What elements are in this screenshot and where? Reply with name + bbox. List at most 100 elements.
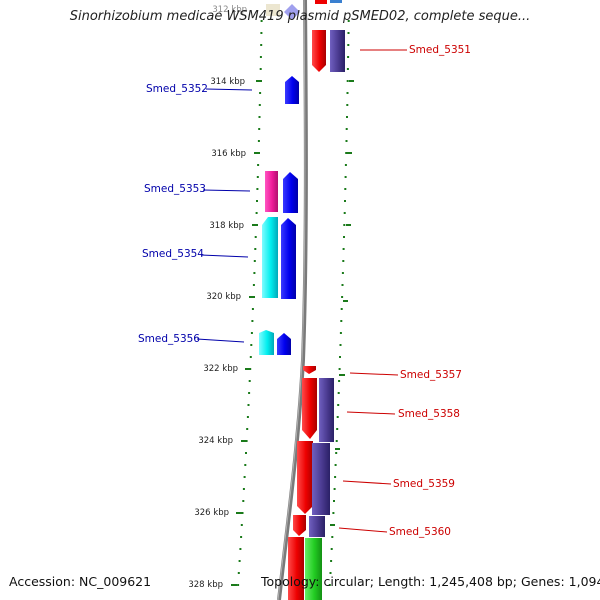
- outer-track-dot: [345, 140, 348, 142]
- outer-track-dot: [341, 272, 344, 274]
- inner-track-dot: [255, 212, 258, 214]
- tick-label-314: 314 kbp: [210, 77, 245, 87]
- inner-track-dot: [246, 416, 249, 418]
- inner-track-dot: [253, 272, 256, 274]
- tick-label-320: 320 kbp: [206, 292, 241, 302]
- leader-smed-5356: [196, 338, 245, 343]
- leader-smed-5359: [342, 480, 392, 485]
- inner-track-dot: [240, 536, 243, 538]
- gene-smed-5353[interactable]: [265, 171, 278, 212]
- gene-smed-5359[interactable]: [297, 441, 313, 514]
- outer-track-dot: [337, 404, 340, 406]
- gene-bottom-green[interactable]: [305, 538, 322, 600]
- inner-track-dot: [242, 500, 245, 502]
- label-smed-5360[interactable]: Smed_5360: [389, 526, 451, 538]
- gene-smed-5360[interactable]: [309, 516, 325, 537]
- gene-smed-5351b[interactable]: [330, 30, 345, 72]
- label-smed-5357[interactable]: Smed_5357: [400, 369, 462, 381]
- inner-track-dot: [243, 476, 246, 478]
- outer-track-dot: [330, 548, 333, 550]
- outer-track-dot: [330, 560, 333, 562]
- inner-track-dot: [242, 488, 245, 490]
- outer-tick-324: [335, 448, 340, 450]
- gene-smed-5355a[interactable]: [283, 172, 298, 213]
- topology-value: circular;: [323, 574, 374, 589]
- outer-track-dot: [346, 80, 349, 82]
- inner-track-dot: [246, 428, 249, 430]
- tick-label-324: 324 kbp: [198, 436, 233, 446]
- gene-smed-5354[interactable]: [262, 217, 278, 298]
- inner-track-dot: [237, 572, 240, 574]
- inner-track-dot: [252, 284, 255, 286]
- outer-track-dot: [344, 188, 347, 190]
- genes-label: Genes:: [520, 574, 565, 589]
- outer-track-dot: [335, 440, 338, 442]
- partial-feature-top-left: [266, 4, 280, 16]
- tick-320: [249, 296, 255, 298]
- gene-smed-5356[interactable]: [259, 330, 274, 355]
- inner-track-dot: [239, 548, 242, 550]
- partial-feature-top-right: [330, 0, 342, 3]
- gene-smed-5352[interactable]: [285, 76, 299, 104]
- leader-smed-5352: [205, 88, 253, 91]
- outer-track-dot: [342, 248, 345, 250]
- tick-label-322: 322 kbp: [203, 364, 238, 374]
- accession-label: Accession:: [9, 574, 76, 589]
- inner-track-dot: [258, 116, 261, 118]
- gene-smed-5359b[interactable]: [312, 443, 330, 515]
- genes-value: 1,094: [568, 574, 600, 589]
- gene-bottom-red[interactable]: [288, 537, 304, 600]
- gene-smed-5355b[interactable]: [281, 218, 296, 299]
- label-smed-5354[interactable]: Smed_5354: [142, 248, 204, 260]
- gene-smed-5356b[interactable]: [277, 333, 291, 355]
- outer-track-dots: [328, 20, 350, 586]
- gene-smed-5358[interactable]: [319, 378, 334, 442]
- length-value: 1,245,408 bp;: [429, 574, 517, 589]
- map-title: Sinorhizobium medicae WSM419 plasmid pSM…: [69, 9, 531, 24]
- outer-track-dot: [346, 116, 348, 118]
- inner-track-dot: [253, 260, 256, 262]
- label-smed-5359[interactable]: Smed_5359: [393, 478, 455, 490]
- outer-track-dot: [328, 584, 331, 586]
- outer-tick-322: [339, 374, 345, 376]
- inner-track-dot: [256, 188, 259, 190]
- gene-smed-5357[interactable]: [303, 366, 316, 374]
- partial-feature-top-diamond: [284, 4, 300, 20]
- topology-label: Topology:: [261, 574, 320, 589]
- outer-track-dot: [342, 260, 345, 262]
- gene-top-red-partial: [315, 0, 327, 4]
- outer-track-dot: [341, 296, 344, 298]
- outer-track-dot: [341, 284, 344, 286]
- inner-track-dot: [238, 560, 241, 562]
- outer-track-dot: [332, 512, 335, 514]
- gene-smed-5351[interactable]: [312, 30, 326, 72]
- axis-ticks: [231, 80, 354, 586]
- outer-track-dot: [337, 392, 340, 394]
- leader-smed-5353: [202, 189, 251, 192]
- inner-track-dot: [256, 200, 258, 202]
- outer-track-dot: [329, 572, 332, 574]
- inner-track-dot: [241, 512, 244, 514]
- label-smed-5358[interactable]: Smed_5358: [398, 408, 460, 420]
- tick-label-326: 326 kbp: [194, 508, 229, 518]
- inner-track-dot: [251, 320, 254, 322]
- label-smed-5353[interactable]: Smed_5353: [144, 183, 206, 195]
- inner-track-dot: [245, 452, 247, 454]
- tick-label-312: 312 kbp: [212, 5, 247, 15]
- tick-326: [236, 512, 242, 514]
- label-smed-5356[interactable]: Smed_5356: [138, 333, 200, 345]
- topology-info: Topology: circular; Length: 1,245,408 bp…: [261, 574, 600, 589]
- leader-smed-5357: [349, 372, 399, 376]
- inner-track-dot: [251, 308, 254, 310]
- gene-smed-5360-red[interactable]: [293, 515, 306, 536]
- outer-track-dot: [343, 212, 346, 214]
- outer-tick-320: [343, 300, 348, 302]
- outer-track-dot: [336, 428, 339, 430]
- outer-track-dot: [346, 92, 349, 94]
- gene-smed-5358-red[interactable]: [302, 378, 317, 439]
- label-smed-5352[interactable]: Smed_5352: [146, 83, 208, 95]
- outer-track-dot: [340, 308, 343, 310]
- inner-track-dot: [250, 344, 253, 346]
- label-smed-5351[interactable]: Smed_5351: [409, 44, 471, 56]
- inner-track-dot: [259, 68, 262, 70]
